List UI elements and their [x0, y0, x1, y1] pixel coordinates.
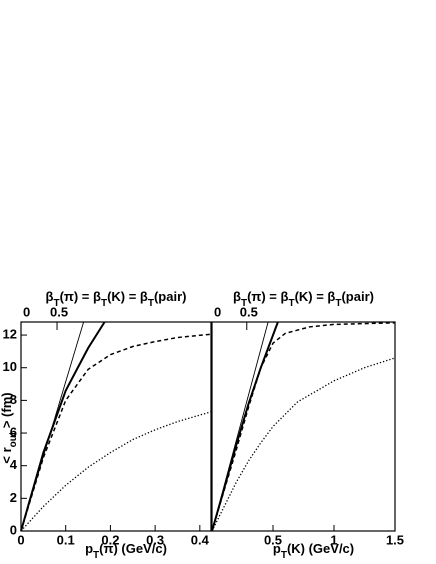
x-tick-label: 0.4	[191, 532, 210, 547]
x2-tick-label: 0	[214, 304, 221, 319]
curve	[20, 411, 212, 532]
x-tick-label: 0.5	[264, 532, 282, 547]
y-tick-label: 12	[3, 327, 17, 342]
plot-frame	[211, 321, 396, 532]
x2-tick-label: 0.5	[240, 304, 258, 319]
curve	[211, 357, 396, 532]
x2-tick-label: 0.5	[50, 304, 68, 319]
plot-frame	[20, 321, 212, 532]
x-axis-label: pT(K) (GeV/c)	[273, 541, 354, 561]
x-tick-label: 0.3	[146, 532, 164, 547]
y-tick-label: 2	[10, 490, 17, 505]
panel-title: βT(π) = βT(K) = βT(pair)	[46, 289, 187, 309]
x-tick-label: 0.2	[101, 532, 119, 547]
curve	[20, 333, 212, 532]
x-axis-label: pT(π) (GeV/c)	[85, 541, 167, 561]
curve	[211, 321, 279, 532]
x-tick-label: 0.1	[57, 532, 75, 547]
curve	[20, 321, 106, 532]
panel: βT(π) = βT(K) = βT(pair)pT(K) (GeV/c)0.5…	[211, 289, 404, 561]
x2-tick-label: 0	[23, 304, 30, 319]
x-tick-label: 1.5	[386, 532, 404, 547]
x-tick-label: 1	[330, 532, 337, 547]
y-tick-label: 6	[10, 424, 17, 439]
panel-title: βT(π) = βT(K) = βT(pair)	[233, 289, 374, 309]
curve	[211, 322, 396, 532]
y-tick-label: 0	[10, 522, 17, 537]
y-tick-label: 8	[10, 392, 17, 407]
y-tick-label: 10	[3, 359, 17, 374]
y-axis-label: < rout > (fm)	[0, 392, 19, 463]
y-tick-label: 4	[10, 457, 18, 472]
panel: βT(π) = βT(K) = βT(pair) pT(π) (GeV/c) < r…	[0, 289, 212, 561]
x-tick-label: 0	[17, 532, 24, 547]
